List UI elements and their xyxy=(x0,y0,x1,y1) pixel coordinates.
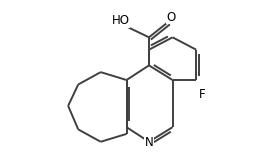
Text: O: O xyxy=(167,11,176,24)
Text: N: N xyxy=(144,136,153,149)
Text: HO: HO xyxy=(112,14,130,27)
Text: F: F xyxy=(199,88,206,101)
